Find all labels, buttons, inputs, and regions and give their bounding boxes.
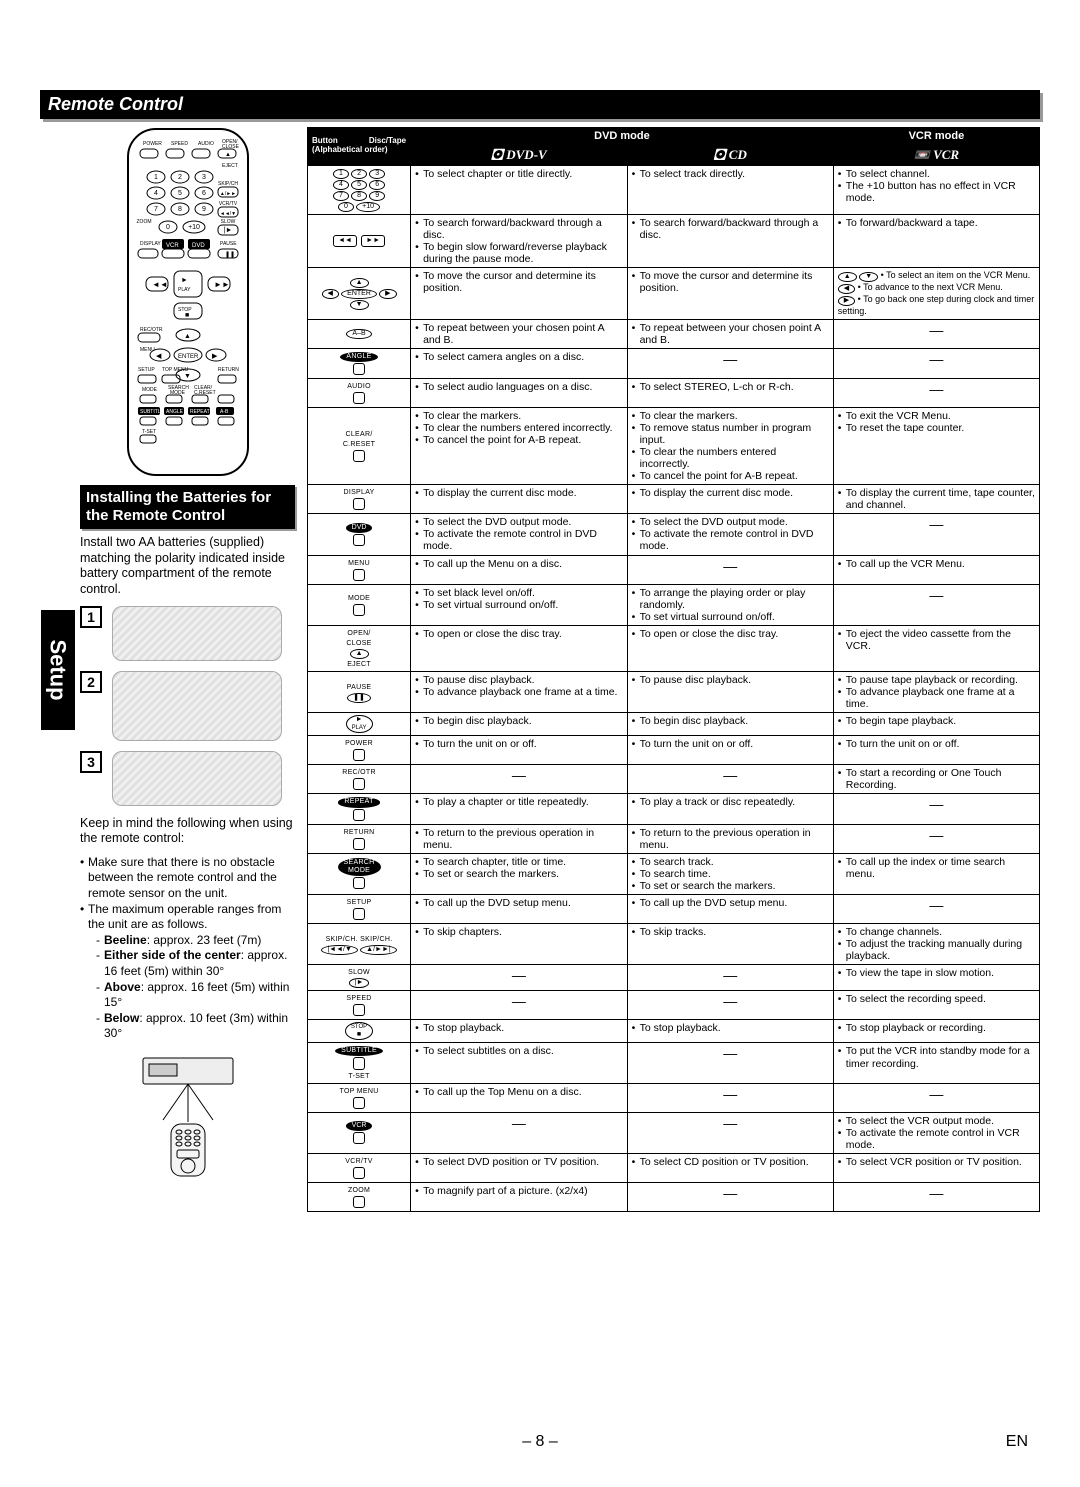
svg-text:REC/OTR: REC/OTR [140, 327, 163, 333]
table-row: 1 2 34 5 67 8 90 +10To select chapter or… [308, 165, 1040, 214]
subheading-install-batteries: Installing the Batteries for the Remote … [80, 485, 295, 529]
svg-text:POWER: POWER [143, 141, 162, 147]
svg-text:4: 4 [154, 190, 158, 197]
svg-text:PLAY: PLAY [178, 287, 191, 293]
svg-text:RETURN: RETURN [218, 367, 239, 373]
range-diagram [80, 1050, 295, 1185]
step-2: 2 [80, 671, 295, 741]
table-row: PAUSE❚❚To pause disc playback.To advance… [308, 671, 1040, 712]
svg-text:SETUP: SETUP [138, 367, 155, 373]
svg-text:▲/►►: ▲/►► [219, 191, 235, 197]
table-row: TOP MENU To call up the Top Menu on a di… [308, 1083, 1040, 1112]
table-row: VCR/TV To select DVD position or TV posi… [308, 1153, 1040, 1182]
svg-text:0: 0 [166, 224, 170, 231]
svg-text:SPEED: SPEED [171, 141, 188, 147]
svg-text:DVD: DVD [192, 243, 205, 249]
svg-text:8: 8 [178, 206, 182, 213]
table-row: POWER To turn the unit on or off.To turn… [308, 736, 1040, 765]
table-row: SLOW|►——To view the tape in slow motion. [308, 965, 1040, 991]
table-row: VCR ——To select the VCR output mode.To a… [308, 1112, 1040, 1153]
usage-notes: Make sure that there is no obstacle betw… [80, 855, 295, 1042]
svg-text:▲: ▲ [225, 152, 231, 158]
remote-illustration: POWERSPEEDAUDIOOPEN/CLOSE ▲ EJECT 1 2 3 … [118, 127, 258, 477]
svg-text:1: 1 [154, 174, 158, 181]
keep-in-mind-text: Keep in mind the following when using th… [80, 816, 295, 847]
svg-text:ANGLE: ANGLE [166, 409, 184, 415]
svg-text:PAUSE: PAUSE [220, 241, 237, 247]
svg-text:VCR/TV: VCR/TV [218, 201, 237, 207]
svg-text:EJECT: EJECT [222, 163, 238, 169]
svg-text:VCR: VCR [166, 243, 179, 249]
range-item: Above: approx. 16 feet (5m) within 15° [96, 980, 295, 1011]
svg-text:MENU: MENU [140, 347, 155, 353]
svg-text:◄◄: ◄◄ [152, 280, 168, 289]
svg-text:ENTER: ENTER [178, 354, 199, 360]
table-row: DISPLAY To display the current disc mode… [308, 485, 1040, 514]
table-row: SPEED ——To select the recording speed. [308, 991, 1040, 1020]
table-row: SKIP/CH. SKIP/CH.|◄◄/▼ ▲/►►|To skip chap… [308, 923, 1040, 964]
table-row: REC/OTR ——To start a recording or One To… [308, 765, 1040, 794]
table-row: ANGLE To select camera angles on a disc.… [308, 348, 1040, 378]
svg-text:▲: ▲ [184, 333, 191, 340]
svg-text:+10: +10 [188, 224, 200, 231]
svg-text:3: 3 [202, 174, 206, 181]
page-number: – 8 – [92, 1433, 988, 1451]
svg-text:2: 2 [178, 174, 182, 181]
table-row: MODE To set black level on/off.To set vi… [308, 584, 1040, 625]
range-item: Below: approx. 10 feet (3m) within 30° [96, 1011, 295, 1042]
svg-text:MODE: MODE [142, 387, 158, 393]
install-text: Install two AA batteries (supplied) matc… [80, 535, 295, 598]
table-row: ►PLAYTo begin disc playback.To begin dis… [308, 713, 1040, 736]
svg-text:9: 9 [202, 206, 206, 213]
table-row: DVD To select the DVD output mode.To act… [308, 514, 1040, 555]
svg-text:■: ■ [185, 312, 189, 319]
table-row: OPEN/CLOSE▲EJECTTo open or close the dis… [308, 625, 1040, 671]
svg-text:◀: ◀ [156, 353, 162, 360]
table-row: MENU To call up the Menu on a disc.—To c… [308, 555, 1040, 584]
svg-text:T-SET: T-SET [142, 429, 156, 435]
table-row: SUBTITLE T-SETTo select subtitles on a d… [308, 1043, 1040, 1083]
svg-text:SKIP/CH: SKIP/CH [217, 181, 237, 187]
table-row: ▲◀ ENTER ▶▼To move the cursor and determ… [308, 268, 1040, 319]
table-row: REPEAT To play a chapter or title repeat… [308, 794, 1040, 824]
svg-text:REPEAT: REPEAT [190, 409, 210, 415]
table-row: RETURN To return to the previous operati… [308, 824, 1040, 853]
svg-text:SUBTITLE: SUBTITLE [140, 409, 165, 415]
side-tab: Setup [40, 127, 76, 1212]
svg-text:5: 5 [178, 190, 182, 197]
svg-text:►: ► [181, 277, 188, 284]
range-item: Either side of the center: approx. 16 fe… [96, 948, 295, 979]
svg-text:AUDIO: AUDIO [198, 141, 214, 147]
svg-text:▶: ▶ [212, 353, 218, 360]
button-function-table: Button Disc/Tape (Alphabetical order) DV… [307, 127, 1040, 1212]
table-row: CLEAR/C.RESET To clear the markers.To cl… [308, 407, 1040, 484]
svg-text:DISPLAY: DISPLAY [140, 241, 161, 247]
svg-text:❚❚: ❚❚ [225, 251, 235, 258]
table-row: ◄◄ ►►To search forward/backward through … [308, 214, 1040, 267]
svg-text:►►: ►► [214, 280, 230, 289]
svg-text:|►: |► [223, 227, 232, 234]
table-row: ZOOM To magnify part of a picture. (x2/x… [308, 1182, 1040, 1211]
step-1: 1 [80, 606, 295, 661]
svg-text:6: 6 [202, 190, 206, 197]
language-code: EN [988, 1433, 1028, 1451]
step-3: 3 [80, 751, 295, 806]
svg-text:◄◄/▼: ◄◄/▼ [219, 211, 235, 217]
range-item: Beeline: approx. 23 feet (7m) [96, 933, 295, 949]
table-row: STOP■To stop playback.To stop playback.T… [308, 1020, 1040, 1043]
table-row: SEARCHMODE To search chapter, title or t… [308, 853, 1040, 894]
table-row: A–BTo repeat between your chosen point A… [308, 319, 1040, 348]
table-row: AUDIO To select audio languages on a dis… [308, 378, 1040, 407]
section-title: Remote Control [40, 90, 1040, 119]
svg-text:▼: ▼ [184, 373, 191, 380]
svg-text:7: 7 [154, 206, 158, 213]
svg-text:ZOOM: ZOOM [136, 219, 151, 225]
table-row: SETUP To call up the DVD setup menu.To c… [308, 894, 1040, 923]
svg-text:A-B: A-B [220, 409, 229, 415]
svg-text:SLOW: SLOW [220, 219, 235, 225]
